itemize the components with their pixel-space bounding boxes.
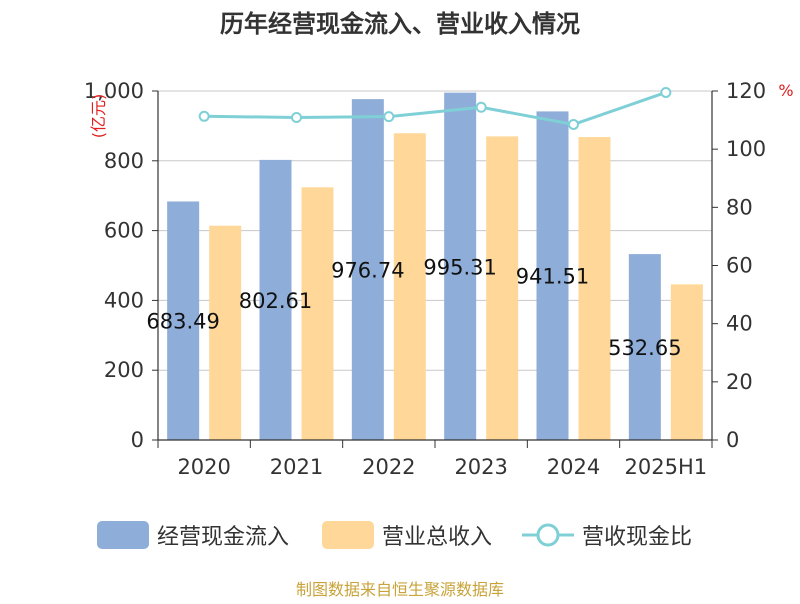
legend-label-revenue: 营业总收入 (382, 525, 492, 550)
source-note: 制图数据来自恒生聚源数据库 (296, 580, 504, 599)
bar-revenue (301, 187, 334, 440)
x-tick-label: 2020 (177, 455, 230, 479)
bar-revenue (209, 225, 242, 440)
legend: 经营现金流入 营业总收入 营收现金比 (97, 521, 692, 550)
legend-label-ratio: 营收现金比 (582, 525, 692, 550)
ratio-point (198, 110, 210, 122)
data-label-cash-inflow: 941.51 (516, 265, 589, 289)
ratio-point (660, 86, 672, 98)
x-tick-label: 2023 (454, 455, 507, 479)
axes: 0 200 400 600 800 1,000 0 20 40 60 80 100 120 2020 202… (84, 79, 766, 479)
data-label-cash-inflow: 995.31 (423, 255, 496, 279)
x-tick-label: 2025H1 (625, 455, 708, 479)
y-left-tick-label: 200 (104, 358, 144, 382)
ratio-point (568, 118, 579, 130)
legend-swatch-revenue (322, 521, 374, 549)
bar-cash-inflow (167, 201, 200, 440)
ratio-point (383, 111, 395, 123)
y-right-axis-label: % (778, 81, 793, 100)
legend-swatch-ratio-marker (536, 523, 560, 547)
y-right-tick-label: 0 (726, 428, 739, 452)
x-tick-label: 2022 (362, 455, 415, 479)
ratio-point (475, 101, 487, 113)
bar-cash-inflow (259, 159, 292, 441)
bar-cash-inflow (628, 254, 661, 440)
legend-swatch-cash-inflow (97, 521, 149, 549)
y-right-tick-label: 120 (726, 79, 766, 103)
ratio-point (291, 111, 302, 123)
y-left-tick-label: 1,000 (84, 79, 144, 103)
data-label-cash-inflow: 532.65 (608, 336, 681, 360)
bar-cash-inflow (444, 92, 477, 440)
bar-revenue (486, 136, 519, 440)
bars (167, 92, 703, 441)
y-right-tick-label: 40 (726, 312, 753, 336)
bar-revenue (670, 284, 703, 440)
bar-revenue (578, 137, 611, 440)
y-left-tick-label: 800 (104, 149, 144, 173)
y-left-tick-label: 400 (104, 288, 144, 312)
bar-cash-inflow (536, 111, 569, 440)
y-right-tick-label: 80 (726, 195, 753, 219)
x-tick-label: 2021 (270, 455, 323, 479)
chart-title: 历年经营现金流入、营业收入情况 (220, 10, 580, 38)
y-left-tick-label: 0 (131, 428, 144, 452)
y-right-tick-label: 60 (726, 254, 753, 278)
ratio-line (198, 86, 672, 130)
bar-cash-inflow (351, 99, 384, 440)
y-right-tick-label: 100 (726, 137, 766, 161)
x-tick-label: 2024 (547, 455, 600, 479)
grid-lines (158, 90, 712, 371)
data-labels: 683.49 802.61 976.74 995.31 941.51 532.65 (146, 255, 681, 360)
data-label-cash-inflow: 802.61 (239, 289, 312, 313)
data-label-cash-inflow: 976.74 (331, 259, 404, 283)
ratio-line-path (204, 91, 667, 126)
data-label-cash-inflow: 683.49 (146, 310, 219, 334)
bar-revenue (393, 133, 426, 440)
legend-label-cash-inflow: 经营现金流入 (157, 525, 289, 550)
y-left-axis-label: (亿元) (89, 94, 108, 139)
y-right-tick-label: 20 (726, 370, 753, 394)
y-left-tick-label: 600 (104, 219, 144, 243)
